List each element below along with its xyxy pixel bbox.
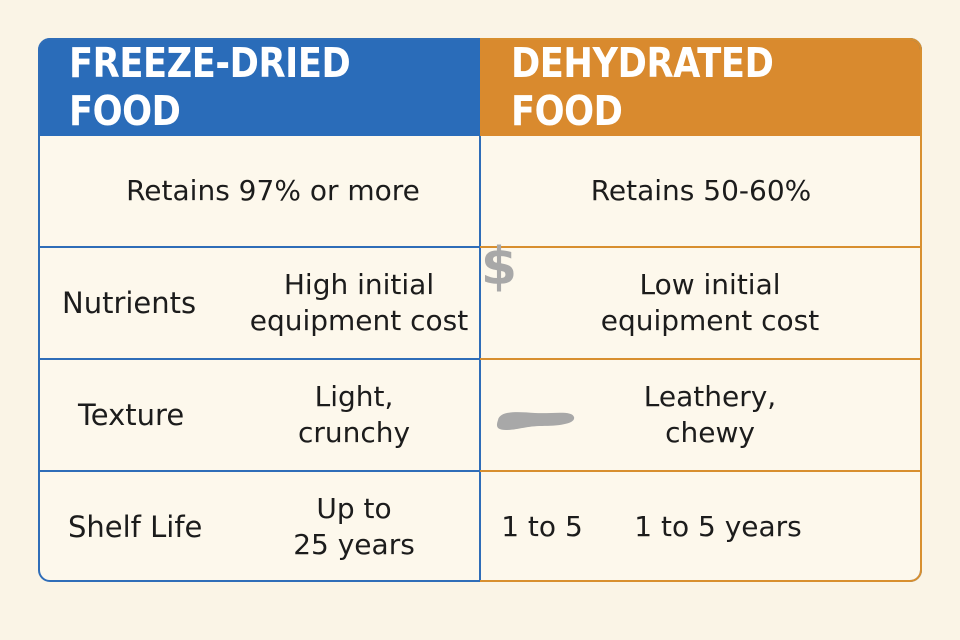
dehydrated-nutrients-value: Retains 50-60% <box>480 136 922 246</box>
row-label-nutrients: Nutrients <box>62 286 197 320</box>
cell-line: Retains 50-60% <box>590 174 812 207</box>
cell-line: High initial <box>283 268 435 301</box>
cell-line: 25 years <box>293 528 415 561</box>
row-divider <box>38 470 480 472</box>
dehydrated-header-bg <box>480 38 922 136</box>
freeze-dried-cost-value: High initial equipment cost <box>234 248 484 358</box>
cell-line: Up to <box>316 492 392 525</box>
dehydrated-texture-value: Leathery, chewy <box>610 360 810 470</box>
row-divider <box>480 470 922 472</box>
row-divider <box>480 246 922 248</box>
cell-line: equipment cost <box>600 304 820 337</box>
cell-line: crunchy <box>297 416 411 449</box>
cell-line: Leathery, <box>643 380 777 413</box>
cell-line: 1 to 5 years <box>634 510 802 543</box>
freeze-dried-header: FREEZE-DRIED FOOD <box>68 39 351 135</box>
row-label-texture: Texture <box>78 398 185 432</box>
cell-line: equipment cost <box>249 304 469 337</box>
cell-line: Low initial <box>639 268 781 301</box>
freeze-dried-nutrients-value: Retains 97% or more <box>98 136 448 246</box>
cell-line: chewy <box>665 416 755 449</box>
row-divider <box>480 358 922 360</box>
dehydrated-shelf-life-value: 1 to 5 years <box>618 472 818 582</box>
row-label-shelf-life: Shelf Life <box>68 510 203 544</box>
comparison-table: FREEZE-DRIED FOOD DEHYDRATED FOOD Retain… <box>38 38 922 582</box>
dollar-icon: $ <box>480 237 518 297</box>
row-divider <box>38 246 480 248</box>
cell-line: Retains 97% or more <box>126 174 420 207</box>
dehydrated-shelf-life-short: 1 to 5 <box>501 510 583 543</box>
jerky-icon <box>460 368 580 472</box>
freeze-dried-shelf-life-value: Up to 25 years <box>264 472 444 582</box>
dehydrated-cost-value: Low initial equipment cost <box>570 248 850 358</box>
freeze-dried-header-bg <box>38 38 480 136</box>
freeze-dried-texture-value: Light, crunchy <box>264 360 444 470</box>
cell-line: Light, <box>314 380 394 413</box>
row-divider <box>38 358 480 360</box>
dehydrated-header: DEHYDRATED FOOD <box>510 39 774 135</box>
